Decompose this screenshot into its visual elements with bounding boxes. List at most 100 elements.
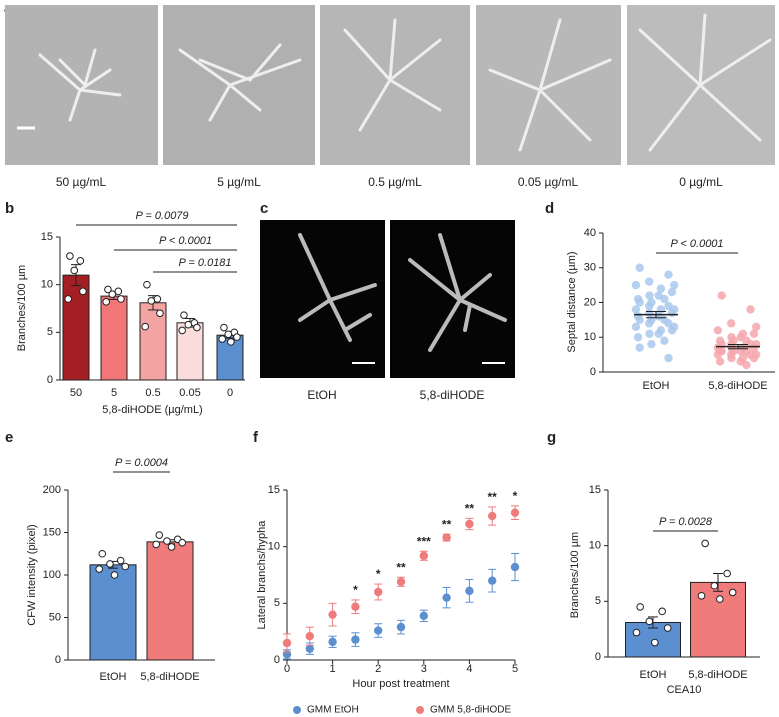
significance-mark: * [353, 583, 358, 597]
y-tick-label: 20 [584, 296, 596, 308]
data-point [667, 308, 677, 318]
data-point [656, 284, 666, 293]
x-tick-label: 1 [330, 663, 336, 675]
data-point [64, 295, 72, 303]
data-point [163, 537, 171, 545]
data-point [717, 291, 726, 300]
y-axis-label: CFW intensity (pixel) [26, 524, 38, 625]
data-point [663, 624, 672, 632]
y-axis-label: Septal distance (µm) [566, 251, 578, 352]
data-point [645, 319, 654, 328]
y-tick-label: 150 [43, 526, 61, 538]
y-tick-label: 5 [47, 326, 53, 338]
data-point [116, 556, 125, 565]
data-point [465, 586, 474, 596]
data-point [76, 257, 85, 265]
y-axis-label: Lateral branchs/hypha [256, 520, 268, 630]
data-point [632, 628, 641, 637]
data-point [328, 637, 337, 647]
panel-letter: d [545, 200, 554, 217]
data-point [746, 305, 755, 314]
y-tick-label: 0 [595, 651, 601, 663]
data-point [635, 263, 644, 272]
data-point [121, 562, 130, 571]
data-point [106, 560, 114, 568]
data-point [713, 350, 723, 359]
data-point [184, 320, 193, 329]
x-axis-label: CEA10 [667, 684, 702, 696]
concentration-label: 0 µg/mL [679, 175, 723, 189]
data-point [152, 540, 160, 549]
data-point [635, 298, 644, 307]
y-tick-label: 15 [41, 231, 53, 243]
x-tick-label: 5 [512, 663, 518, 675]
y-tick-label: 15 [589, 484, 601, 496]
data-point [305, 644, 314, 653]
p-value: P = 0.0181 [178, 257, 231, 269]
y-tick-label: 10 [41, 279, 53, 291]
legend-marker [293, 706, 301, 714]
data-point [654, 329, 663, 338]
fluorescence-image [390, 220, 515, 378]
data-point [749, 343, 759, 352]
data-point [193, 323, 201, 332]
y-tick-label: 10 [268, 541, 280, 553]
data-point [305, 632, 314, 641]
data-point [723, 569, 731, 578]
data-point [374, 587, 383, 597]
data-point [636, 603, 644, 611]
y-tick-label: 40 [584, 227, 596, 239]
y-tick-label: 0 [47, 374, 53, 386]
x-tick-label: 3 [421, 663, 427, 675]
data-point [647, 340, 656, 349]
data-point [141, 322, 149, 331]
data-point [660, 336, 669, 345]
micrograph-row [5, 5, 775, 165]
data-point [143, 280, 151, 289]
data-point [95, 565, 103, 573]
data-point [631, 305, 641, 314]
data-point [155, 531, 164, 539]
data-point [749, 353, 759, 363]
data-point [180, 311, 188, 319]
x-tick-label: 0 [227, 387, 233, 399]
fluorescence-image [260, 220, 385, 378]
y-tick-label: 15 [268, 484, 280, 496]
x-tick-label: 50 [70, 387, 82, 399]
data-point [727, 319, 736, 328]
data-point [396, 577, 406, 586]
data-point [645, 329, 654, 338]
data-point [282, 638, 292, 648]
data-point [635, 315, 644, 325]
legend-marker [416, 706, 424, 714]
data-point [664, 353, 673, 363]
data-point [108, 290, 117, 299]
x-axis-label: 5,8-diHODE (µg/mL) [102, 404, 202, 416]
data-point [98, 549, 107, 558]
data-point [651, 638, 659, 647]
y-tick-label: 200 [43, 484, 61, 496]
data-point [178, 326, 186, 335]
panel-letter: g [547, 429, 556, 446]
data-point [716, 595, 724, 603]
legend-label: GMM 5,8-diHODE [430, 705, 511, 716]
data-point [227, 338, 235, 346]
panel-letter: e [5, 429, 13, 446]
data-point [419, 611, 428, 620]
bar [100, 295, 128, 381]
data-point [658, 607, 666, 616]
hyphae [298, 233, 377, 342]
y-tick-label: 5 [595, 595, 601, 607]
p-value: P < 0.0001 [159, 235, 212, 247]
data-point [510, 508, 520, 517]
y-axis-label: Branches/100 µm [16, 265, 28, 351]
p-value: P = 0.0079 [135, 210, 188, 222]
p-value: P < 0.0001 [670, 238, 723, 250]
data-point [351, 635, 360, 644]
p-value: P = 0.0028 [659, 516, 713, 528]
data-point [442, 533, 451, 542]
hyphae [488, 18, 612, 152]
panel-letter: f [253, 429, 259, 446]
